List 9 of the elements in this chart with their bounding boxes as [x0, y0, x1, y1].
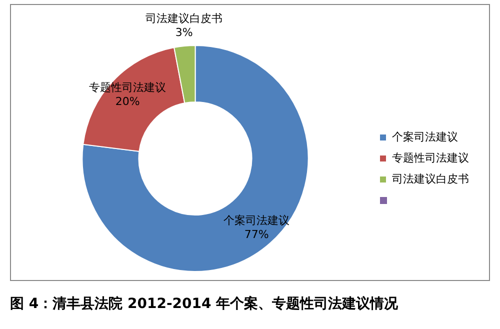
- legend-label: 专题性司法建议: [392, 151, 469, 164]
- data-label: 3%: [175, 26, 193, 39]
- slice-label: 司法建议白皮书: [146, 12, 223, 25]
- slice-label: 个案司法建议: [224, 214, 290, 227]
- data-label: 20%: [115, 94, 140, 108]
- data-label: 77%: [244, 228, 269, 241]
- text: 图 4：清丰县法院 2012-2014 年个案、专题性司法建议情况: [10, 295, 400, 313]
- legend-label: 司法建议白皮书: [392, 172, 469, 186]
- legend-label: 个案司法建议: [392, 130, 458, 144]
